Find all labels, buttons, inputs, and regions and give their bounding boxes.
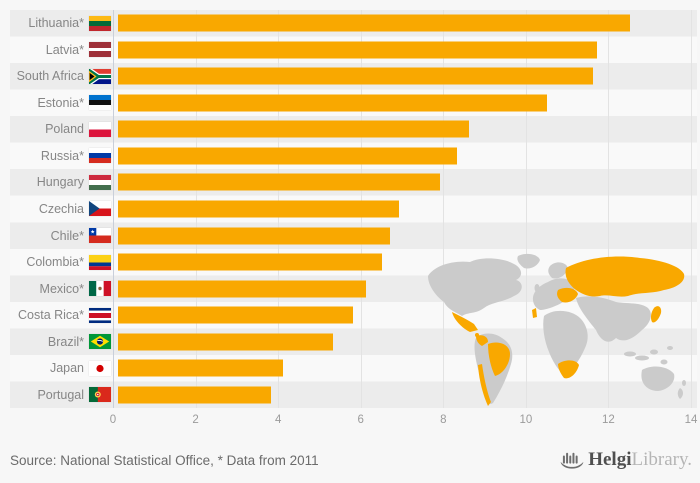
bar-russia bbox=[118, 147, 457, 165]
row-russia: Russia* bbox=[10, 143, 697, 170]
country-label: Czechia bbox=[38, 201, 84, 216]
source-text: Source: National Statistical Office, * D… bbox=[10, 453, 319, 468]
flag-hungary-icon bbox=[89, 174, 111, 190]
bar-czechia bbox=[118, 200, 399, 218]
flag-russia-icon bbox=[89, 148, 111, 164]
flag-brazil-icon bbox=[89, 334, 111, 350]
row-czechia: Czechia bbox=[10, 196, 697, 223]
bar-south-africa bbox=[118, 67, 593, 85]
row-colombia: Colombia* bbox=[10, 249, 697, 276]
flag-estonia-icon bbox=[89, 95, 111, 111]
row-portugal: Portugal bbox=[10, 381, 697, 408]
helgi-library-logo[interactable]: HelgiLibrary. bbox=[560, 447, 692, 473]
x-axis: 0 2 4 6 8 10 12 14 bbox=[109, 412, 698, 428]
x-tick-label: 2 bbox=[192, 414, 199, 426]
country-label: Japan bbox=[49, 361, 84, 376]
row-japan: Japan bbox=[10, 355, 697, 382]
country-label: Portugal bbox=[37, 387, 84, 402]
country-label: Poland bbox=[45, 122, 84, 137]
x-tick-label: 8 bbox=[440, 414, 447, 426]
row-costa-rica: Costa Rica* bbox=[10, 302, 697, 329]
logo-text-primary: Helgi bbox=[588, 449, 632, 470]
gridline-x bbox=[525, 10, 527, 408]
x-tick-label: 4 bbox=[274, 414, 282, 426]
row-mexico: Mexico* bbox=[10, 275, 697, 302]
plot-area: Lithuania* Latvia* South Africa Estonia*… bbox=[10, 10, 697, 408]
country-label: Mexico* bbox=[39, 281, 84, 296]
flag-czechia-icon bbox=[89, 201, 111, 217]
world-map-watermark bbox=[428, 253, 686, 406]
row-hungary: Hungary bbox=[10, 169, 697, 196]
row-estonia: Estonia* bbox=[10, 90, 697, 117]
helgi-logo-ship-icon bbox=[560, 452, 584, 469]
country-label: Latvia* bbox=[45, 42, 84, 57]
bar-colombia bbox=[118, 253, 383, 271]
bar-poland bbox=[118, 120, 469, 138]
gridline-x bbox=[443, 10, 445, 408]
row-lithuania: Lithuania* bbox=[10, 10, 697, 37]
country-label: Estonia* bbox=[37, 95, 84, 110]
country-label: Lithuania* bbox=[28, 16, 84, 31]
country-label: Brazil* bbox=[47, 334, 84, 349]
gridline-x bbox=[608, 10, 610, 408]
country-label: Hungary bbox=[36, 175, 84, 190]
bar-mexico bbox=[118, 280, 366, 298]
row-chile: Chile* bbox=[10, 222, 697, 249]
flag-south-africa-icon bbox=[89, 68, 111, 84]
x-tick-label: 12 bbox=[602, 414, 615, 426]
bar-chile bbox=[118, 227, 391, 245]
bar-lithuania bbox=[118, 14, 630, 32]
flag-latvia-icon bbox=[89, 42, 111, 58]
bar-estonia bbox=[118, 94, 548, 112]
country-label: South Africa bbox=[16, 69, 84, 84]
row-latvia: Latvia* bbox=[10, 37, 697, 64]
x-tick-label: 6 bbox=[357, 414, 364, 426]
flag-mexico-icon bbox=[89, 281, 111, 297]
x-tick-label: 10 bbox=[519, 414, 533, 426]
flag-chile-icon bbox=[89, 228, 111, 244]
x-tick-label: 14 bbox=[684, 414, 698, 426]
flag-japan-icon bbox=[89, 360, 111, 376]
country-label: Costa Rica* bbox=[18, 308, 84, 323]
logo-text-suffix: . bbox=[687, 449, 692, 470]
country-label: Russia* bbox=[40, 148, 84, 163]
row-brazil: Brazil* bbox=[10, 328, 697, 355]
x-tick-label: 0 bbox=[109, 414, 117, 426]
bar-brazil bbox=[118, 333, 333, 351]
bar-hungary bbox=[118, 173, 441, 191]
flag-colombia-icon bbox=[89, 254, 111, 270]
country-label: Colombia* bbox=[26, 255, 84, 270]
country-label: Chile* bbox=[50, 228, 84, 243]
bar-japan bbox=[118, 359, 284, 377]
bar-latvia bbox=[118, 41, 597, 59]
flag-poland-icon bbox=[89, 121, 111, 137]
logo-text-secondary: Library bbox=[631, 449, 688, 470]
bar-costa-rica bbox=[118, 306, 354, 324]
chart-rows: Lithuania* Latvia* South Africa Estonia*… bbox=[10, 10, 697, 408]
bar-portugal bbox=[118, 386, 271, 404]
flag-costa-rica-icon bbox=[89, 307, 111, 323]
row-poland: Poland bbox=[10, 116, 697, 143]
gridline-x bbox=[691, 10, 692, 408]
flag-portugal-icon bbox=[89, 387, 111, 403]
flag-lithuania-icon bbox=[89, 15, 111, 31]
row-south-africa: South Africa bbox=[10, 63, 697, 90]
zero-line bbox=[113, 10, 114, 408]
